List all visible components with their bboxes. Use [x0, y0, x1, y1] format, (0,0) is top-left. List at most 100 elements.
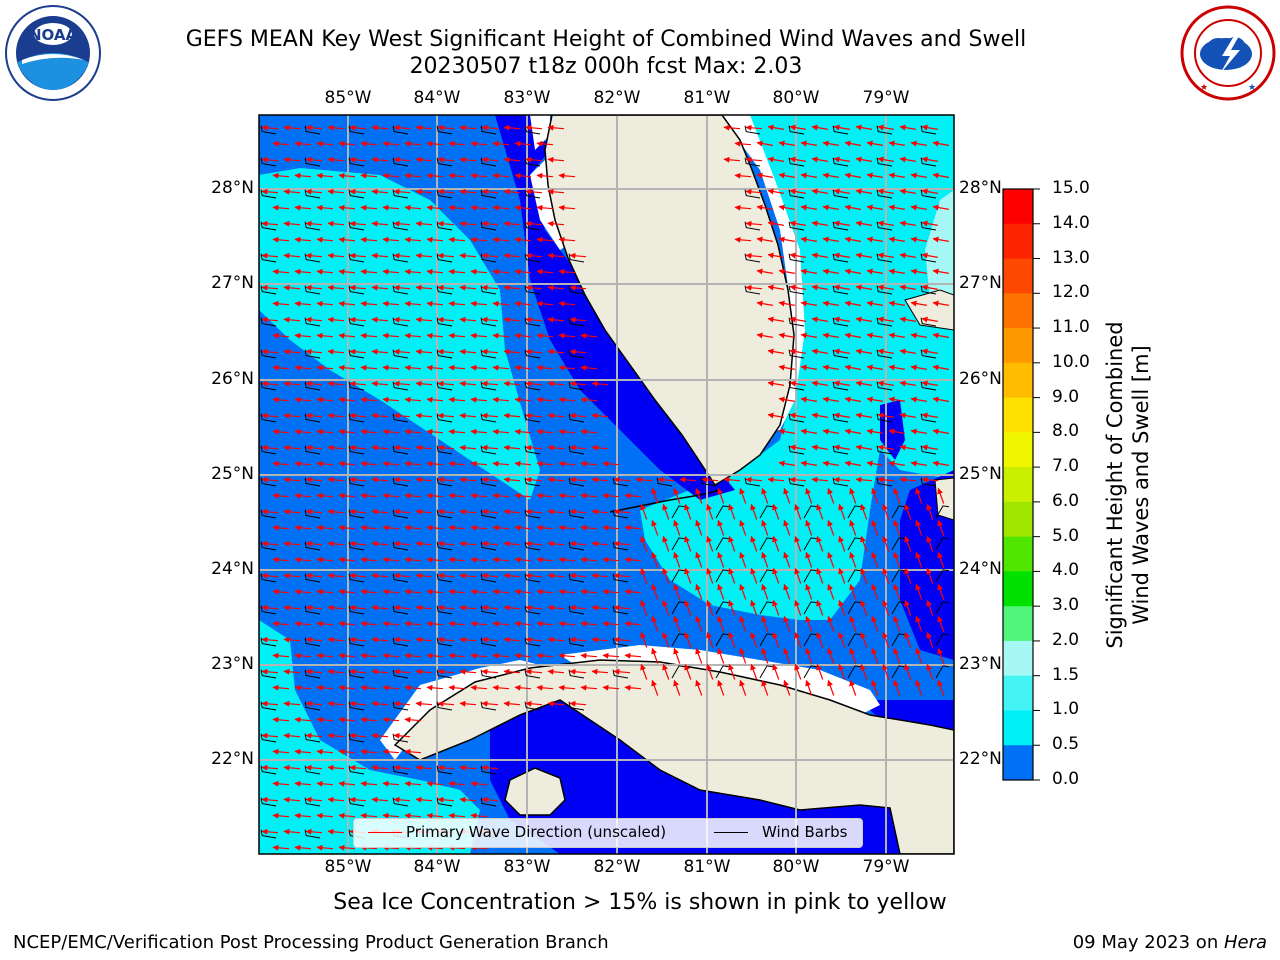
wave-direction-arrow: [569, 252, 587, 259]
wind-barb: [876, 221, 893, 231]
wave-direction-arrow: [327, 124, 345, 131]
wave-direction-arrow: [739, 679, 747, 696]
wave-direction-arrow: [272, 268, 290, 275]
wave-direction-arrow: [750, 503, 758, 520]
wave-direction-arrow: [877, 156, 894, 163]
wind-barb: [436, 349, 453, 359]
wave-direction-arrow: [888, 268, 905, 275]
wave-direction-arrow: [492, 492, 510, 499]
wave-direction-arrow: [261, 476, 279, 483]
wave-direction-arrow: [547, 284, 565, 291]
wave-direction-arrow: [591, 508, 609, 515]
wave-direction-arrow: [910, 140, 927, 147]
wave-direction-arrow: [580, 684, 598, 691]
wave-and-wind-vectors: [260, 124, 950, 851]
wave-direction-arrow: [470, 268, 488, 275]
wave-direction-arrow: [371, 604, 389, 611]
wave-direction-arrow: [827, 519, 835, 536]
wind-barb: [803, 633, 818, 647]
colorbar-tick-label: 3.0: [1052, 595, 1080, 616]
wind-barb: [436, 413, 453, 423]
wave-direction-arrow: [899, 252, 916, 259]
wave-direction-arrow: [470, 396, 488, 403]
wave-direction-arrow: [272, 332, 290, 339]
wind-barb: [260, 189, 277, 199]
wave-direction-arrow: [305, 444, 323, 451]
wave-direction-arrow: [855, 252, 872, 259]
wave-direction-arrow: [772, 535, 780, 552]
wave-direction-arrow: [316, 236, 334, 243]
wave-direction-arrow: [492, 684, 510, 691]
wave-direction-arrow: [448, 556, 466, 563]
wave-direction-arrow: [580, 620, 598, 627]
wave-direction-arrow: [338, 588, 356, 595]
wave-direction-arrow: [756, 268, 773, 275]
wave-direction-arrow: [261, 252, 279, 259]
wave-direction-arrow: [844, 332, 861, 339]
wind-barb: [436, 669, 453, 679]
colorbar-title-line1: Significant Height of Combined: [1103, 321, 1127, 649]
wave-direction-arrow: [910, 332, 927, 339]
wind-barb: [876, 413, 893, 423]
wave-direction-arrow: [673, 647, 681, 664]
wave-direction-arrow: [932, 172, 949, 179]
wave-direction-arrow: [877, 252, 894, 259]
wave-direction-arrow: [937, 519, 945, 536]
wind-barb: [524, 573, 541, 583]
wave-direction-arrow: [437, 252, 455, 259]
wave-direction-arrow: [635, 476, 653, 483]
wind-barb: [436, 125, 453, 135]
wave-direction-arrow: [294, 588, 312, 595]
wave-direction-arrow: [547, 508, 565, 515]
wave-direction-arrow: [756, 332, 773, 339]
wave-direction-arrow: [492, 236, 510, 243]
wave-direction-arrow: [448, 396, 466, 403]
wave-direction-arrow: [415, 124, 433, 131]
wave-direction-arrow: [888, 204, 905, 211]
wave-direction-arrow: [349, 380, 367, 387]
wave-direction-arrow: [591, 444, 609, 451]
wave-direction-arrow: [272, 524, 290, 531]
wind-barb: [524, 605, 541, 615]
wave-direction-arrow: [283, 124, 301, 131]
wind-barb: [260, 253, 277, 263]
wave-direction-arrow: [811, 412, 828, 419]
wave-direction-arrow: [921, 412, 938, 419]
wind-barb: [759, 505, 774, 519]
wind-barb: [847, 537, 862, 551]
wave-direction-arrow: [448, 236, 466, 243]
wave-direction-arrow: [745, 220, 763, 227]
wave-direction-arrow: [382, 236, 400, 243]
wave-direction-arrow: [536, 620, 554, 627]
wave-direction-arrow: [569, 444, 587, 451]
wave-direction-arrow: [827, 551, 835, 568]
wave-direction-arrow: [816, 535, 824, 552]
wave-direction-arrow: [536, 428, 554, 435]
wave-direction-arrow: [750, 599, 758, 616]
wind-barb: [920, 413, 937, 423]
wave-direction-arrow: [536, 684, 554, 691]
wave-direction-arrow: [536, 396, 554, 403]
wave-direction-arrow: [800, 364, 817, 371]
wind-barb: [524, 189, 541, 199]
wave-direction-arrow: [459, 348, 477, 355]
wave-direction-arrow: [811, 156, 828, 163]
wave-direction-arrow: [316, 140, 334, 147]
nws-logo-icon: ★ ★: [1180, 5, 1276, 101]
wind-barb: [348, 509, 365, 519]
wave-direction-arrow: [393, 220, 411, 227]
wind-barb: [832, 477, 849, 487]
wave-direction-arrow: [789, 284, 806, 291]
wave-direction-arrow: [910, 268, 927, 275]
wind-barb: [568, 445, 585, 455]
wave-direction-arrow: [514, 300, 532, 307]
wave-direction-arrow: [706, 599, 714, 616]
wind-barb: [436, 573, 453, 583]
wind-barb: [671, 569, 686, 583]
wave-direction-arrow: [415, 476, 433, 483]
isla-juventud-land: [504, 767, 566, 816]
wind-barb: [480, 445, 497, 455]
wind-barb: [612, 509, 629, 519]
colorbar-tick-label: 12.0: [1052, 282, 1090, 303]
wind-barb: [568, 477, 585, 487]
